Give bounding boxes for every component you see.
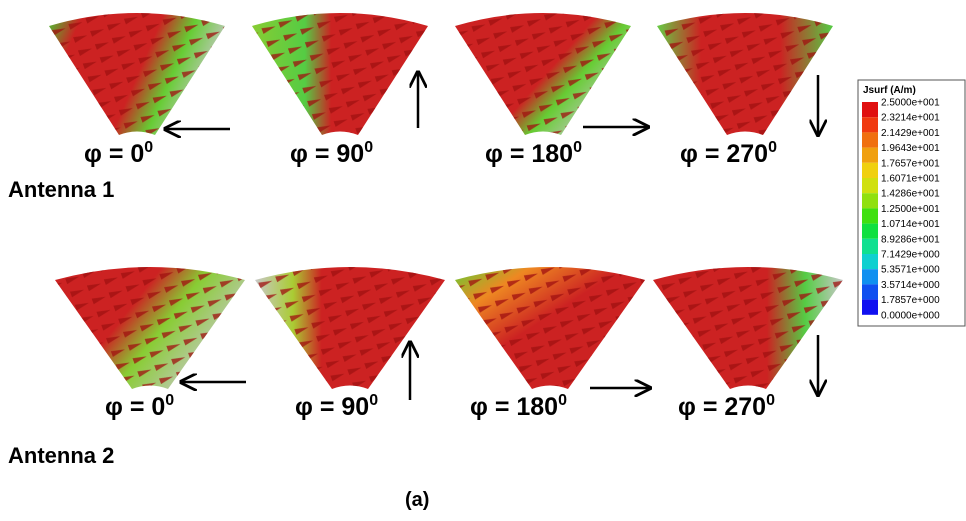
current-vectors bbox=[455, 267, 645, 389]
phase-superscript: 0 bbox=[165, 392, 174, 409]
legend-color bbox=[862, 208, 878, 223]
legend-color bbox=[862, 132, 878, 147]
legend-label: 1.6071e+001 bbox=[881, 174, 940, 185]
antenna-label: Antenna 1 bbox=[8, 177, 114, 202]
phase-superscript: 0 bbox=[768, 139, 777, 156]
legend-color bbox=[862, 239, 878, 254]
current-vectors bbox=[252, 13, 428, 135]
phase-label: φ = 00 bbox=[84, 139, 153, 168]
legend-label: 5.3571e+000 bbox=[881, 265, 940, 276]
phase-text: φ = 270 bbox=[678, 393, 766, 421]
antenna-label: Antenna 2 bbox=[8, 443, 114, 468]
legend-color bbox=[862, 300, 878, 315]
legend-label: 1.0714e+001 bbox=[881, 219, 940, 230]
phase-text: φ = 90 bbox=[295, 393, 369, 421]
legend-label: 2.1429e+001 bbox=[881, 128, 940, 139]
legend-color bbox=[862, 269, 878, 284]
legend-color bbox=[862, 102, 878, 117]
legend-label: 2.3214e+001 bbox=[881, 113, 940, 124]
legend-label: 7.1429e+000 bbox=[881, 250, 940, 261]
legend-label: 1.7857e+000 bbox=[881, 295, 940, 306]
phase-label: φ = 2700 bbox=[680, 139, 777, 168]
legend-label: 1.4286e+001 bbox=[881, 189, 940, 200]
legend-color bbox=[862, 284, 878, 299]
phase-text: φ = 0 bbox=[84, 140, 144, 168]
current-vectors bbox=[455, 13, 631, 135]
phase-text: φ = 90 bbox=[290, 140, 364, 168]
legend-label: 1.9643e+001 bbox=[881, 143, 940, 154]
phase-label: φ = 00 bbox=[105, 392, 174, 421]
figure: φ = 00φ = 900φ = 1800φ = 2700Antenna 1φ … bbox=[0, 0, 966, 521]
legend-label: 0.0000e+000 bbox=[881, 310, 940, 321]
legend-color bbox=[862, 224, 878, 239]
current-vectors bbox=[49, 13, 225, 135]
phase-text: φ = 270 bbox=[680, 140, 768, 168]
legend-label: 1.7657e+001 bbox=[881, 158, 940, 169]
current-vectors bbox=[255, 267, 445, 389]
legend-label: 1.2500e+001 bbox=[881, 204, 940, 215]
legend-color bbox=[862, 254, 878, 269]
current-vectors bbox=[55, 267, 245, 389]
phase-label: φ = 900 bbox=[290, 139, 373, 168]
legend-color bbox=[862, 148, 878, 163]
legend-color bbox=[862, 178, 878, 193]
legend-label: 8.9286e+001 bbox=[881, 234, 940, 245]
legend-color bbox=[862, 117, 878, 132]
phase-text: φ = 0 bbox=[105, 393, 165, 421]
legend-color bbox=[862, 193, 878, 208]
caption: (a) bbox=[405, 489, 429, 511]
current-vectors bbox=[657, 13, 833, 135]
phase-superscript: 0 bbox=[144, 139, 153, 156]
legend-label: 2.5000e+001 bbox=[881, 98, 940, 109]
phase-superscript: 0 bbox=[369, 392, 378, 409]
phase-superscript: 0 bbox=[558, 392, 567, 409]
phase-label: φ = 1800 bbox=[470, 392, 567, 421]
current-vectors bbox=[653, 267, 843, 389]
phase-text: φ = 180 bbox=[485, 140, 573, 168]
legend-color bbox=[862, 163, 878, 178]
phase-superscript: 0 bbox=[573, 139, 582, 156]
legend-title: Jsurf (A/m) bbox=[863, 85, 916, 96]
phase-text: φ = 180 bbox=[470, 393, 558, 421]
legend-label: 3.5714e+000 bbox=[881, 280, 940, 291]
phase-label: φ = 2700 bbox=[678, 392, 775, 421]
phase-label: φ = 900 bbox=[295, 392, 378, 421]
phase-label: φ = 1800 bbox=[485, 139, 582, 168]
phase-superscript: 0 bbox=[364, 139, 373, 156]
phase-superscript: 0 bbox=[766, 392, 775, 409]
